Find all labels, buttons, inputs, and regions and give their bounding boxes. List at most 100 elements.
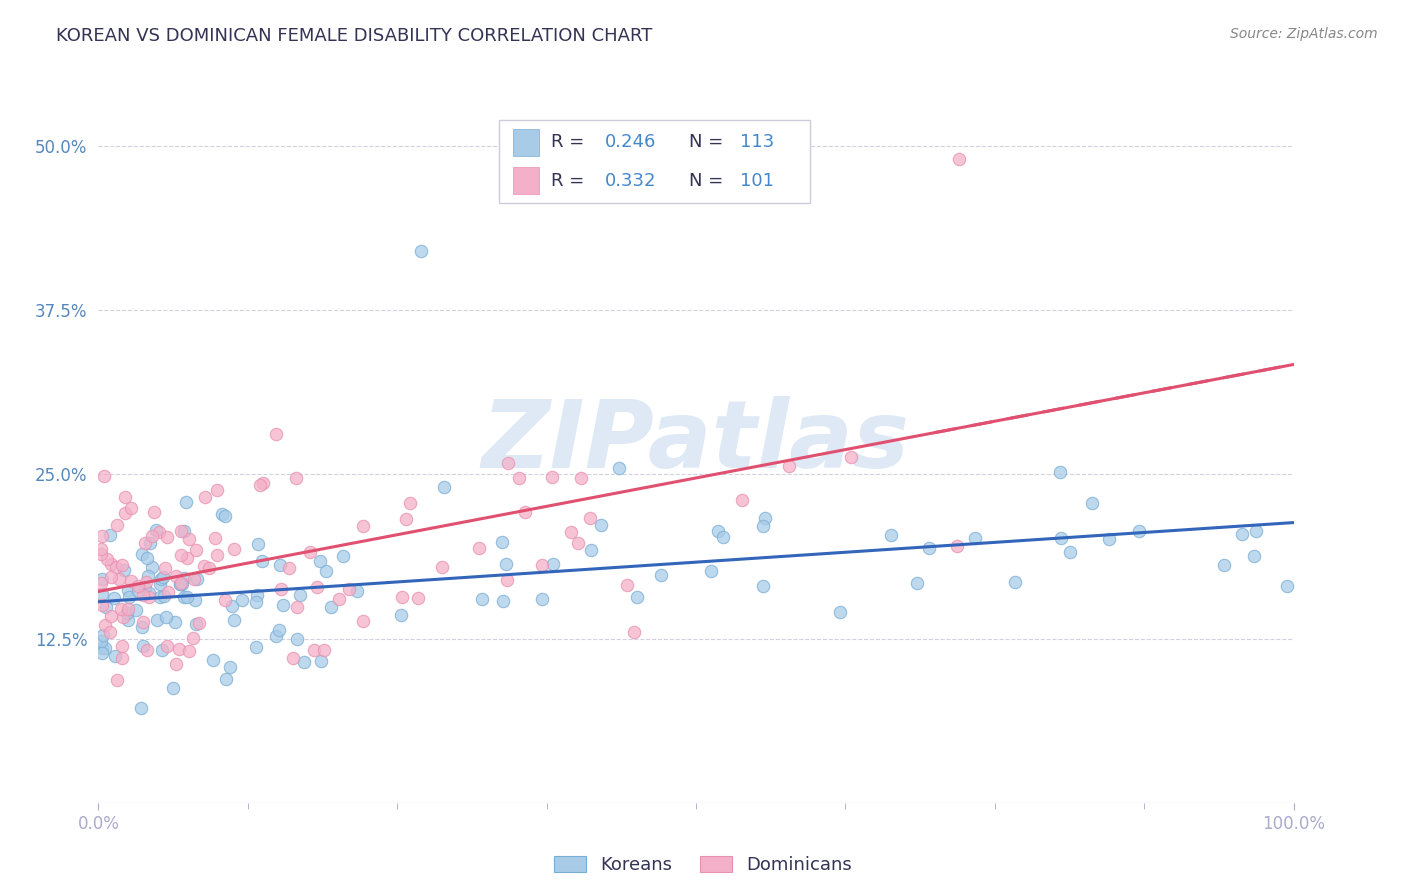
Point [492, 594, 515, 608]
Point [163, 615, 186, 629]
Point [269, 623, 291, 637]
FancyBboxPatch shape [499, 120, 810, 203]
Point [515, 505, 537, 519]
Point [169, 576, 191, 591]
Point [245, 640, 267, 655]
Point [184, 616, 207, 631]
Point [283, 651, 305, 665]
Point [155, 561, 177, 575]
Point [197, 561, 219, 575]
Point [170, 548, 193, 562]
Point [491, 535, 513, 549]
Point [98, 528, 121, 542]
Point [224, 541, 246, 556]
Point [1232, 526, 1254, 541]
Point [290, 588, 312, 602]
Point [530, 558, 553, 572]
Point [468, 541, 491, 556]
Point [650, 568, 672, 582]
Point [471, 591, 494, 606]
Point [100, 570, 122, 584]
Point [127, 579, 149, 593]
Text: 113: 113 [740, 134, 775, 152]
Point [589, 518, 612, 533]
Point [249, 478, 271, 492]
Point [312, 643, 335, 657]
Point [205, 548, 228, 562]
Point [172, 577, 194, 591]
Point [181, 631, 204, 645]
Point [278, 561, 301, 575]
Point [170, 524, 193, 539]
Point [136, 643, 159, 657]
Point [115, 606, 138, 620]
Point [560, 524, 582, 539]
Point [315, 564, 337, 578]
Point [337, 582, 360, 596]
Point [105, 518, 128, 533]
Point [730, 492, 752, 507]
Point [204, 531, 226, 545]
Point [579, 511, 602, 525]
Point [754, 511, 776, 525]
Point [120, 574, 142, 588]
Point [569, 470, 592, 484]
Point [100, 608, 122, 623]
Point [114, 507, 136, 521]
Point [162, 681, 184, 695]
Point [193, 559, 215, 574]
Point [616, 577, 638, 591]
Point [285, 471, 308, 485]
Legend: Koreans, Dominicans: Koreans, Dominicans [554, 855, 852, 874]
Point [945, 539, 967, 553]
Point [117, 613, 139, 627]
Point [205, 483, 228, 497]
Point [1080, 496, 1102, 510]
Point [352, 614, 374, 628]
Point [214, 593, 236, 607]
Point [1243, 549, 1265, 563]
Point [155, 610, 177, 624]
Point [271, 598, 294, 612]
Point [211, 507, 233, 521]
Point [567, 535, 589, 549]
Point [105, 673, 128, 687]
Point [839, 450, 862, 464]
Point [1098, 533, 1121, 547]
Point [90, 547, 112, 561]
Point [965, 531, 987, 545]
Point [433, 480, 456, 494]
Point [120, 500, 142, 515]
Point [94, 600, 117, 615]
Point [156, 640, 179, 654]
Point [496, 456, 519, 470]
Point [90, 599, 112, 613]
Point [218, 660, 240, 674]
Point [136, 550, 159, 565]
Point [214, 508, 236, 523]
Point [319, 599, 342, 614]
Point [905, 576, 928, 591]
Text: R =: R = [551, 172, 591, 190]
Point [131, 620, 153, 634]
Point [117, 590, 139, 604]
Point [125, 602, 148, 616]
Text: N =: N = [689, 172, 728, 190]
Point [309, 654, 332, 668]
Point [623, 624, 645, 639]
Point [91, 646, 114, 660]
Point [173, 524, 195, 539]
Text: R =: R = [551, 134, 591, 152]
Point [179, 643, 201, 657]
Point [117, 602, 139, 616]
Text: 101: 101 [740, 172, 775, 190]
Point [531, 591, 554, 606]
Point [186, 572, 208, 586]
Point [131, 547, 153, 561]
Point [91, 628, 114, 642]
Point [134, 582, 156, 596]
Point [129, 701, 152, 715]
Point [1244, 524, 1267, 538]
Text: ZIPatlas: ZIPatlas [482, 395, 910, 488]
Point [90, 641, 112, 656]
